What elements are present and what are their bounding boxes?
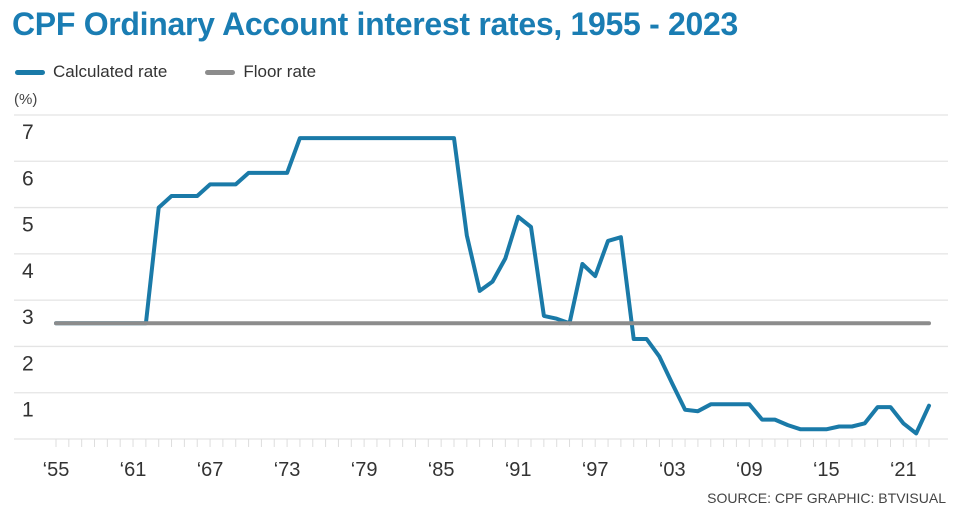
x-tick-label: ‘85: [428, 459, 455, 481]
y-tick-label: 7: [22, 121, 34, 144]
y-tick-label: 2: [22, 352, 34, 375]
source-credit: SOURCE: CPF GRAPHIC: BTVISUAL: [707, 490, 946, 506]
legend: Calculated rate Floor rate: [15, 62, 354, 82]
legend-label-calculated: Calculated rate: [53, 62, 168, 81]
x-tick-label: ‘03: [659, 459, 686, 481]
x-tick-label: ‘67: [197, 459, 224, 481]
x-tick-label: ‘61: [120, 459, 147, 481]
x-tick-label: ‘21: [890, 459, 917, 481]
x-tick-label: ‘09: [736, 459, 763, 481]
y-tick-label: 6: [22, 167, 34, 190]
series-line-calculated-rate: [54, 136, 931, 436]
chart-title: CPF Ordinary Account interest rates, 195…: [12, 6, 739, 42]
legend-swatch-calculated: [15, 69, 45, 75]
x-tick-label: ‘97: [582, 459, 609, 481]
x-tick-label: ‘55: [43, 459, 70, 481]
x-tick-label: ‘15: [813, 459, 840, 481]
legend-item-floor: Floor rate: [205, 62, 316, 82]
y-axis-unit: (%): [14, 91, 38, 108]
legend-label-floor: Floor rate: [243, 62, 317, 81]
x-tick-label: ‘73: [274, 459, 301, 481]
legend-swatch-floor: [205, 69, 236, 75]
y-tick-label: 4: [22, 260, 34, 283]
x-tick-label: ‘91: [505, 459, 532, 481]
y-tick-label: 3: [22, 306, 34, 329]
x-tick-label: ‘79: [351, 459, 378, 481]
y-tick-label: 5: [22, 214, 34, 237]
legend-item-calculated: Calculated rate: [15, 62, 167, 82]
y-tick-label: 1: [22, 399, 34, 422]
